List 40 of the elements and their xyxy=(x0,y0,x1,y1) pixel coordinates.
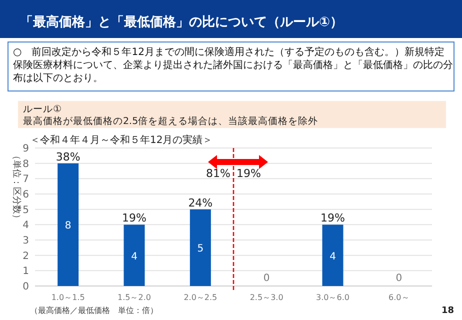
y-tick-label: 1 xyxy=(22,266,29,278)
x-tick-label: 2.0～2.5 xyxy=(184,293,218,302)
annotation: 24% xyxy=(188,196,213,210)
y-tick-label: 2 xyxy=(22,250,29,262)
annotation: 81% xyxy=(206,167,230,180)
bar xyxy=(322,224,344,286)
y-tick-label: 4 xyxy=(22,220,29,232)
x-tick-label: 1.0～1.5 xyxy=(51,293,85,302)
y-tick-label: 7 xyxy=(22,174,29,186)
text: 18 xyxy=(441,306,454,316)
bar xyxy=(124,224,145,286)
x-tick-label: 3.0～6.0 xyxy=(316,293,350,302)
bar xyxy=(190,209,211,286)
text: 最高価格が最低価格の2.5倍を超える場合は、当該最高価格を除外 xyxy=(23,115,318,127)
bar xyxy=(58,163,79,286)
x-tick-label: 6.0～ xyxy=(388,293,410,302)
chart-subtitle: ＜令和４年４月～令和５年12月の実績＞ xyxy=(30,134,213,146)
chart-title: 「最高価格」と「最低価格」の比について（ルール①） xyxy=(20,14,344,30)
y-tick-label: 8 xyxy=(22,158,29,170)
annotation: 19% xyxy=(236,167,261,180)
y-tick-label: 0 xyxy=(22,282,29,292)
data-label: 5 xyxy=(197,244,204,255)
data-label: 4 xyxy=(131,251,138,262)
data-label: 4 xyxy=(330,251,336,262)
y-tick-label: 5 xyxy=(22,204,29,216)
data-label: 8 xyxy=(64,220,72,232)
text: ルール① xyxy=(23,104,62,115)
data-label: 0 xyxy=(263,273,270,284)
x-tick-label: 2.5～3.0 xyxy=(250,293,284,302)
x-axis-title: （最高価格／最低価格 単位：倍） xyxy=(30,306,158,315)
annotation: 19% xyxy=(320,212,345,225)
y-tick-label: 6 xyxy=(22,190,29,200)
data-label: 0 xyxy=(396,273,402,284)
annotation: 19% xyxy=(122,212,146,225)
y-tick-label: 3 xyxy=(22,236,29,246)
x-tick-label: 1.5～2.0 xyxy=(118,293,151,302)
y-axis-title: （単位：区分数） xyxy=(11,151,22,223)
text: ○ 前回改定から令和５年12月までの間に保険適用された（する予定のものも含む。）新規特定保険医療材料について、企業より提出された諸外国における「最高価格」と「最低価格」の比の分布は以下のとおり。 xyxy=(13,46,453,84)
y-tick-label: 9 xyxy=(22,144,29,154)
annotation: 38% xyxy=(56,150,80,164)
